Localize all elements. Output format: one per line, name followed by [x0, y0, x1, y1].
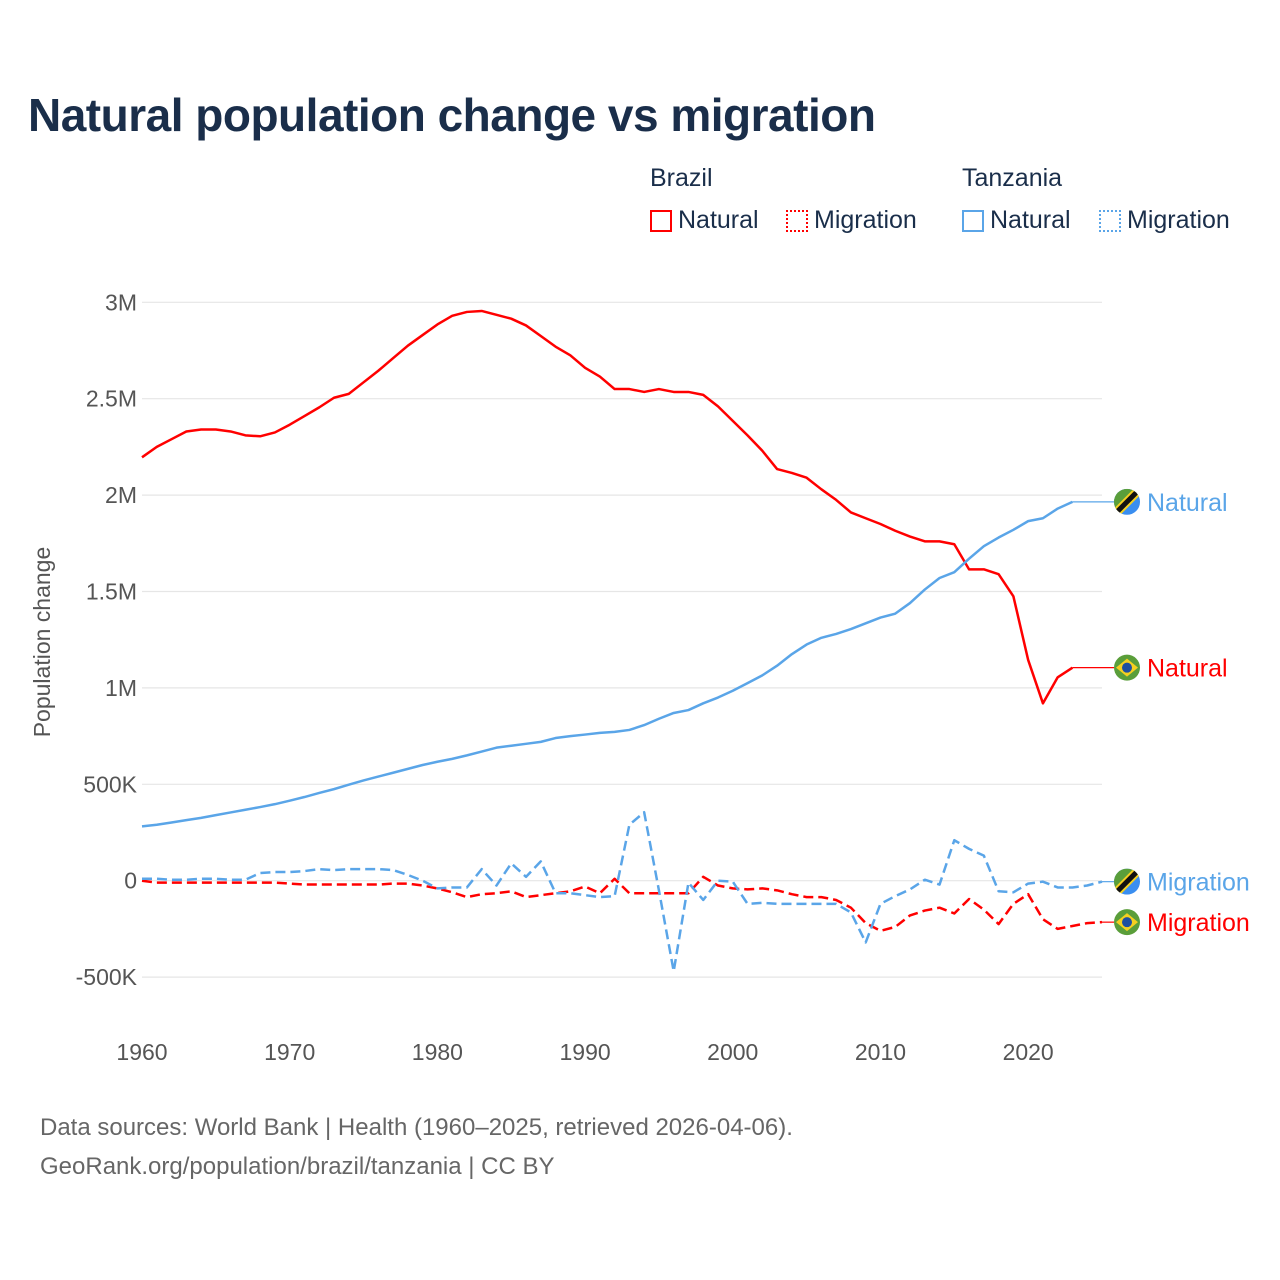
y-tick-label: -500K	[76, 964, 138, 990]
x-tick-label: 2010	[855, 1039, 906, 1065]
y-tick-label: 2M	[105, 482, 137, 508]
series-end-label: Migration	[1147, 869, 1250, 897]
flag-body	[1114, 488, 1140, 515]
x-tick-label: 2020	[1003, 1039, 1054, 1065]
y-tick-label: 1.5M	[86, 579, 137, 605]
legend-label: Migration	[1127, 206, 1230, 234]
y-axis-label: Population change	[29, 547, 55, 738]
series-end-label: Natural	[1147, 655, 1228, 683]
legend-label: Natural	[990, 206, 1071, 234]
legend-group-tanzania: Tanzania	[962, 164, 1063, 192]
flag-globe	[1122, 917, 1132, 928]
brazil-flag-icon	[1114, 654, 1140, 681]
series-end-label: Natural	[1147, 489, 1228, 517]
flag-globe	[1122, 662, 1132, 673]
footer: Data sources: World Bank | Health (1960–…	[40, 1108, 793, 1186]
brazil-flag-icon	[1114, 909, 1140, 936]
solid-swatch-icon	[962, 209, 984, 232]
series-end-label: Migration	[1147, 909, 1250, 937]
y-tick-label: 2.5M	[86, 386, 137, 412]
y-tick-label: 500K	[83, 771, 137, 797]
legend-tanzania-migration[interactable]: Migration	[1099, 206, 1230, 235]
legend-label: Migration	[814, 206, 917, 234]
y-tick-label: 3M	[105, 289, 137, 315]
x-tick-label: 1990	[559, 1039, 610, 1065]
dotted-swatch-icon	[786, 209, 808, 232]
x-tick-label: 1960	[116, 1039, 167, 1065]
x-tick-label: 2000	[707, 1039, 758, 1065]
brazil-migration-line	[141, 875, 1103, 933]
tanzania-natural-line	[141, 500, 1073, 828]
dotted-swatch-icon	[1099, 209, 1121, 232]
flag-body	[1114, 868, 1140, 895]
legend-brazil-natural[interactable]: Natural	[650, 206, 759, 235]
legend-group-brazil: Brazil	[650, 164, 713, 192]
legend-label: Natural	[678, 206, 759, 234]
x-tick-label: 1980	[412, 1039, 463, 1065]
tanzania-migration-line	[142, 811, 1103, 973]
brazil-natural-line	[141, 309, 1074, 705]
legend-brazil-migration[interactable]: Migration	[786, 206, 917, 235]
attribution-link[interactable]: GeoRank.org/population/brazil/tanzania |…	[40, 1153, 555, 1180]
x-tick-label: 1970	[264, 1039, 315, 1065]
tanzania-flag-icon	[1114, 868, 1140, 895]
legend-tanzania-natural[interactable]: Natural	[962, 206, 1071, 235]
chart-title: Natural population change vs migration	[28, 89, 876, 141]
tanzania-flag-icon	[1114, 488, 1140, 515]
y-tick-label: 0	[124, 868, 137, 894]
data-source-text: Data sources: World Bank | Health (1960–…	[40, 1114, 793, 1141]
solid-swatch-icon	[650, 209, 672, 232]
y-tick-label: 1M	[105, 675, 137, 701]
